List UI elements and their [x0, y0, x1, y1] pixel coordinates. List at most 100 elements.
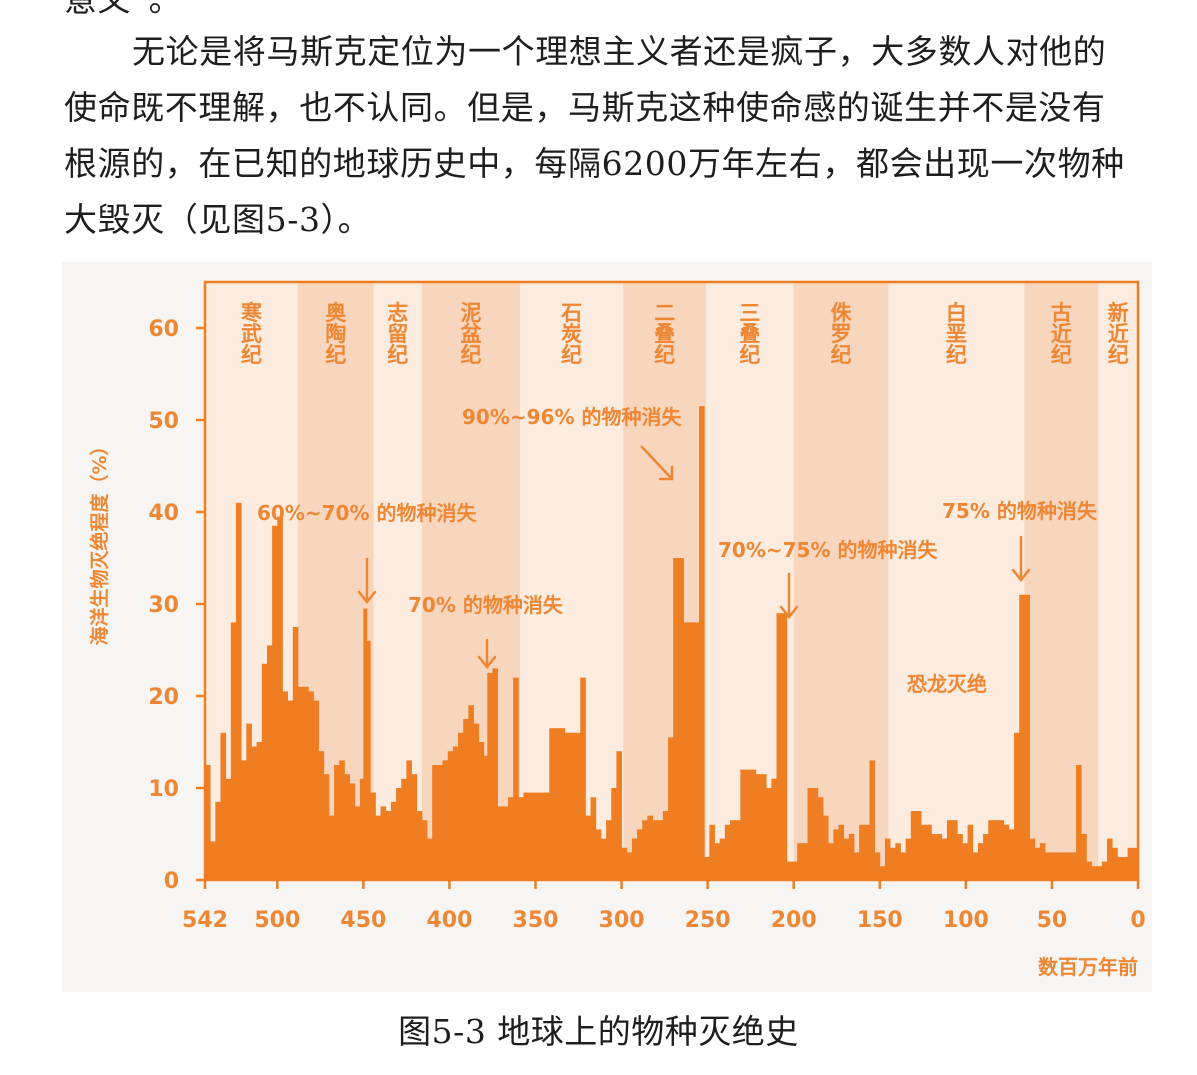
chart-bar: [396, 788, 402, 880]
text-line: 无论是将马斯克定位为一个理想主义者还是疯子，大多数人对他的: [132, 32, 1107, 71]
chart-bar: [497, 806, 504, 880]
chart-bar: [421, 820, 428, 880]
chart-bar: [745, 769, 752, 880]
chart-bar: [776, 613, 783, 880]
annotation-label: 90%~96% 的物种消失: [462, 405, 682, 429]
chart-bar: [463, 719, 469, 880]
chart-bar: [983, 834, 989, 880]
chart-bar: [442, 760, 449, 880]
chart-bar: [946, 820, 953, 880]
chart-bar: [1055, 852, 1061, 880]
chart-bar: [339, 760, 345, 880]
chart-bar: [349, 783, 356, 880]
chart-bar: [427, 838, 433, 880]
chart-bar: [564, 732, 571, 880]
x-tick-label: 100: [943, 908, 989, 933]
annotation-arrow: [357, 557, 377, 605]
chart-bar: [936, 834, 943, 880]
chart-bar: [699, 406, 705, 880]
chart-bar: [988, 820, 994, 880]
chart-bar: [1045, 852, 1051, 880]
figure-caption: 图5-3 地球上的物种灭绝史: [398, 1012, 799, 1051]
chart-bar: [853, 852, 860, 880]
chart-bar: [709, 824, 715, 880]
x-tick-label: 300: [599, 908, 645, 933]
chart-bar: [621, 847, 628, 880]
chart-bar: [910, 811, 917, 880]
chart-bar: [704, 857, 710, 880]
period-band: [888, 282, 1025, 880]
chart-bar: [735, 820, 741, 880]
chart-bar: [313, 700, 320, 880]
chart-bar: [359, 778, 364, 880]
chart-bar: [915, 811, 922, 880]
period-label: 泥盆纪: [460, 301, 482, 367]
chart-bar: [600, 838, 607, 880]
chart-bar: [1076, 765, 1082, 880]
chart-bar: [518, 797, 524, 880]
chart-bar: [277, 516, 283, 880]
chart-bar: [1060, 852, 1067, 880]
chart-bar: [220, 732, 227, 880]
chart-bar: [468, 705, 474, 880]
y-tick-label: 50: [148, 409, 179, 434]
plot-frame: [203, 280, 1140, 882]
chart-bar: [411, 774, 418, 880]
chart-bar: [328, 815, 335, 880]
period-label: 古近纪: [1051, 301, 1072, 367]
chart-bar: [673, 558, 679, 880]
chart-bar: [1086, 861, 1092, 880]
annotation-label: 70%~75% 的物种消失: [718, 538, 938, 562]
chart-bar: [993, 820, 999, 880]
chart-bar: [437, 765, 443, 880]
chart-bar: [972, 852, 979, 880]
chart-bar: [1003, 824, 1010, 880]
period-band: [1098, 282, 1138, 880]
chart-bar: [458, 732, 464, 880]
period-label: 寒武纪: [241, 301, 262, 367]
chart-bar: [538, 792, 545, 880]
x-tick-label: 150: [857, 908, 903, 933]
annotation-label: 70% 的物种消失: [408, 593, 564, 617]
chart-bar: [926, 824, 932, 880]
chart-bar: [1008, 829, 1015, 880]
x-tick-label: 400: [426, 908, 472, 933]
chart-bar: [771, 778, 777, 880]
chart-bar: [363, 608, 368, 880]
chart-bar: [478, 742, 485, 880]
chart-bar: [230, 622, 237, 880]
chart-bar: [1117, 857, 1123, 880]
text-line: 根源的，在已知的地球历史中，每隔6200万年左右，都会出现一次物种: [64, 144, 1125, 183]
chart-bar: [1101, 861, 1108, 880]
chart-bar: [755, 774, 762, 880]
chart-bar: [533, 792, 540, 880]
chart-bar: [416, 811, 423, 880]
chart-bar: [657, 820, 664, 880]
chart-bar: [817, 797, 824, 880]
chart-bar: [616, 751, 622, 880]
chart-bar: [215, 801, 221, 880]
chart-bar: [256, 742, 263, 880]
chart-bar: [848, 834, 855, 880]
chart-bar: [282, 691, 289, 880]
chart-bar: [637, 829, 643, 880]
chart-bar: [647, 815, 653, 880]
period-label: 侏罗纪: [831, 301, 853, 367]
chart-bar: [297, 686, 304, 880]
chart-bar: [786, 861, 793, 880]
chart-bar: [1091, 866, 1098, 880]
chart-bar: [308, 691, 314, 880]
chart-bar: [668, 737, 674, 880]
chart-bar: [962, 843, 968, 880]
chart-bar: [750, 769, 757, 880]
chart-bar: [401, 778, 407, 880]
chart-bar: [884, 838, 891, 880]
x-tick-label: 250: [685, 908, 731, 933]
period-label: 三叠纪: [739, 301, 760, 367]
y-tick-label: 20: [148, 685, 179, 710]
x-axis-title: 数百万年前: [1038, 955, 1138, 979]
annotation-arrow: [640, 445, 674, 481]
chart-bar: [559, 728, 566, 880]
chart-bar: [1039, 843, 1046, 880]
y-tick-label: 30: [148, 593, 179, 618]
